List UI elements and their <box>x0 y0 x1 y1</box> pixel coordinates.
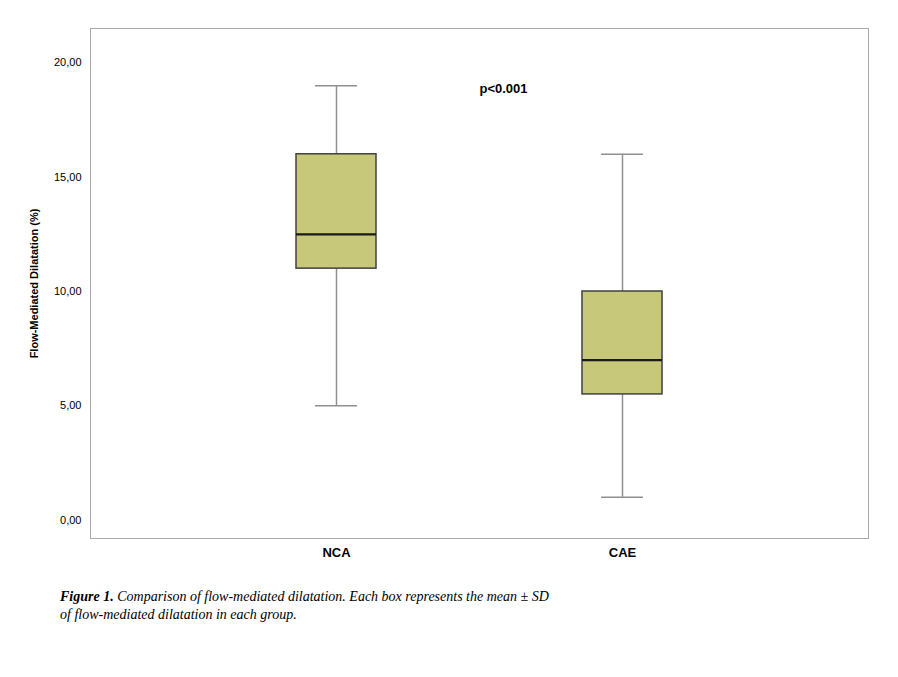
svg-text:20,00: 20,00 <box>54 56 82 68</box>
svg-text:10,00: 10,00 <box>54 285 82 297</box>
svg-text:15,00: 15,00 <box>54 171 82 183</box>
svg-text:5,00: 5,00 <box>60 399 81 411</box>
svg-text:NCA: NCA <box>322 545 351 560</box>
svg-text:0,00: 0,00 <box>60 514 81 526</box>
svg-text:p<0.001: p<0.001 <box>480 81 528 96</box>
svg-text:CAE: CAE <box>609 545 637 560</box>
svg-text:Flow-Mediated Dilatation (%): Flow-Mediated Dilatation (%) <box>28 208 40 358</box>
html-text:Figure 1. Comparison of flow-m: Figure 1. Comparison of flow-mediated di… <box>60 589 549 623</box>
